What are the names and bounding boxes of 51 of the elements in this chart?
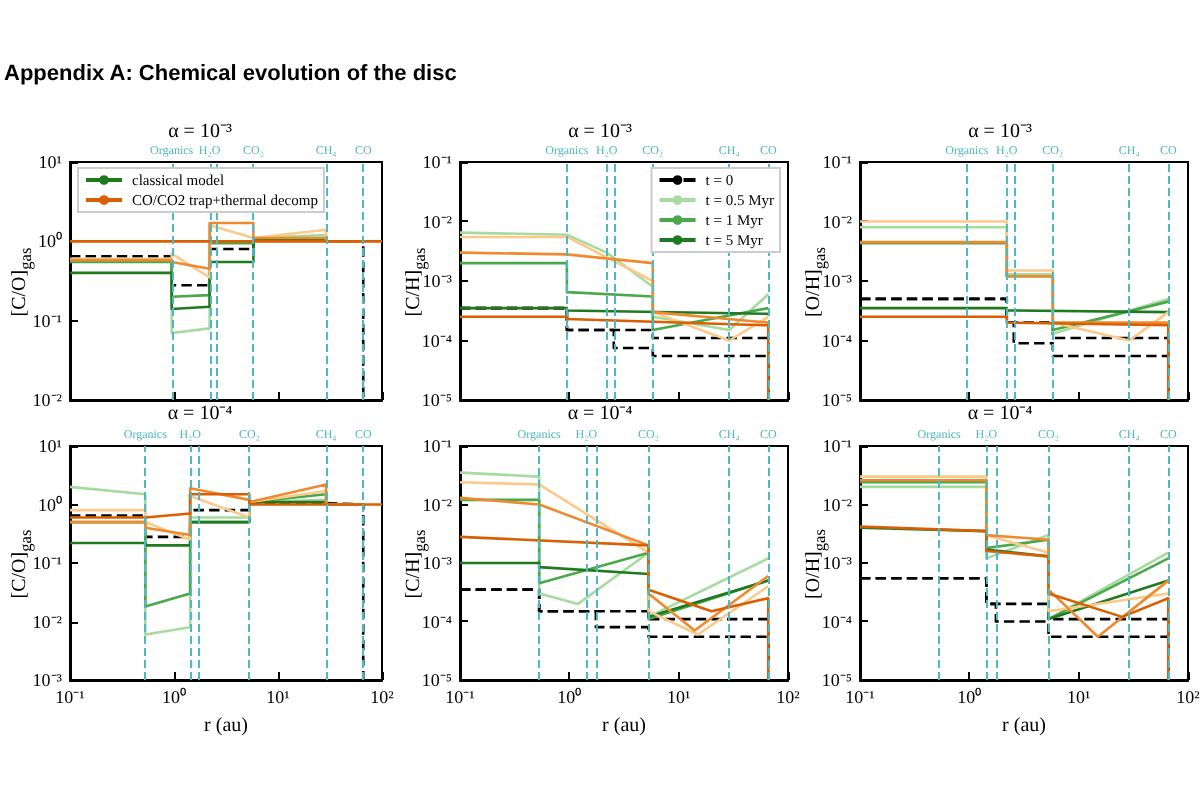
y-tick-label: 10⁻⁵ (821, 390, 852, 410)
y-tick-label: 10⁰ (38, 231, 62, 252)
x-tick-label: 10¹ (666, 687, 691, 707)
y-tick-label: 10⁻⁴ (821, 330, 852, 351)
x-tick-label: 10² (776, 687, 801, 707)
y-tick-label: 10⁻² (822, 211, 853, 232)
y-tick-label: 10⁻⁵ (821, 670, 852, 690)
x-tick-label: 10⁻¹ (55, 687, 86, 707)
y-tick-label: 10⁻¹ (422, 436, 453, 456)
x-tick-label: 10¹ (1066, 687, 1091, 707)
y-tick-label: 10⁻³ (422, 271, 453, 291)
x-tick-label: 10² (370, 687, 395, 707)
y-tick-label: 10⁻¹ (32, 553, 63, 573)
y-tick-label: 10⁻² (422, 211, 453, 232)
x-tick-label: 10⁰ (557, 687, 582, 707)
y-tick-label: 10⁻³ (822, 271, 853, 291)
y-tick-label: 10⁻⁵ (421, 390, 452, 410)
y-tick-label: 10⁻² (32, 611, 63, 632)
x-axis-title: r (au) (204, 714, 248, 737)
y-tick-label: 10⁻³ (822, 553, 853, 573)
x-tick-label: 10⁻¹ (845, 687, 876, 707)
x-axis-title: r (au) (602, 714, 646, 737)
chart-title: α = 10⁻³ (168, 121, 232, 143)
x-tick-label: 10¹ (266, 687, 291, 707)
y-tick-label: 10⁰ (38, 494, 62, 515)
y-tick-label: 10¹ (38, 152, 63, 172)
x-tick-label: 10² (1176, 687, 1200, 707)
chart-title: α = 10⁻³ (968, 121, 1032, 143)
x-axis-title: r (au) (1002, 714, 1046, 737)
text: Appendix A: Chemical evolution of the disc (4, 62, 457, 86)
y-tick-label: 10⁻¹ (822, 436, 853, 456)
y-tick-label: 10⁻⁴ (821, 611, 852, 632)
y-tick-label: 10⁻³ (422, 553, 453, 573)
x-tick-label: 10⁰ (162, 687, 186, 707)
y-tick-label: 10⁻¹ (422, 152, 453, 172)
y-tick-label: 10⁻¹ (32, 310, 63, 331)
y-tick-label: 10¹ (38, 436, 63, 456)
x-tick-label: 10⁻¹ (445, 687, 476, 707)
chart-title: α = 10⁻⁴ (967, 403, 1034, 425)
y-tick-label: 10⁻⁴ (421, 611, 452, 632)
y-tick-label: 10⁻⁵ (421, 670, 452, 690)
y-tick-label: 10⁻² (822, 494, 853, 515)
y-tick-label: 10⁻³ (32, 670, 63, 690)
y-tick-label: 10⁻⁴ (421, 330, 452, 351)
y-tick-label: 10⁻² (32, 390, 63, 410)
chart-title: α = 10⁻³ (568, 121, 632, 143)
y-tick-label: 10⁻¹ (822, 152, 853, 172)
y-tick-label: 10⁻² (422, 494, 453, 515)
x-tick-label: 10⁰ (957, 687, 982, 707)
chart-title: α = 10⁻⁴ (567, 403, 634, 425)
chart-title: α = 10⁻⁴ (167, 403, 234, 425)
